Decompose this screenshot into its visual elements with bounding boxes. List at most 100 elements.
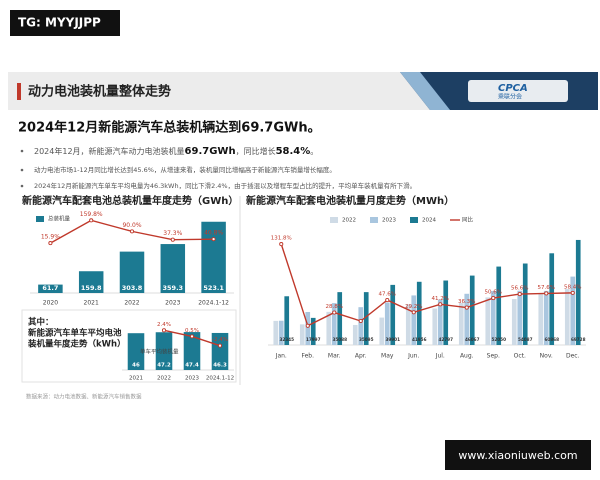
line-marker bbox=[279, 242, 284, 247]
bar bbox=[570, 276, 576, 345]
x-tick-label: 2021 bbox=[84, 300, 99, 307]
legend-label: 总装机量 bbox=[48, 215, 71, 223]
line-label: 57.6% bbox=[538, 285, 555, 291]
line-label: -2.4% bbox=[212, 337, 228, 343]
x-tick-label: Sep. bbox=[487, 353, 500, 360]
bar-label: 46067 bbox=[465, 337, 480, 342]
bar bbox=[201, 221, 226, 293]
bar bbox=[390, 284, 396, 345]
line-marker bbox=[438, 302, 443, 307]
bar bbox=[278, 320, 284, 345]
x-tick-label: 2023 bbox=[165, 300, 180, 307]
bar-label: 47.4 bbox=[185, 363, 199, 369]
bar bbox=[485, 297, 491, 345]
bar-label: 35095 bbox=[359, 337, 374, 342]
bar bbox=[464, 293, 470, 345]
line-label: 47.6% bbox=[379, 292, 396, 298]
x-tick-label: 2023 bbox=[185, 376, 199, 382]
x-tick-label: May bbox=[381, 353, 394, 360]
logo-sub: 乘联分会 bbox=[498, 93, 522, 101]
bar bbox=[437, 299, 443, 345]
line-label: 2.4% bbox=[157, 322, 171, 328]
bar bbox=[299, 324, 305, 345]
bar bbox=[337, 292, 343, 345]
bullet-emphasis: 69.7GWh bbox=[185, 146, 236, 157]
x-tick-label: Mar. bbox=[328, 353, 341, 360]
line-label: 29.2% bbox=[405, 304, 422, 310]
x-tick-label: Jan. bbox=[275, 353, 287, 360]
header-stripe bbox=[400, 72, 450, 110]
bullet: 2024年12月新能源汽车单车平均电量为46.3kWh，同比下滑2.4%，由于插… bbox=[34, 181, 416, 190]
x-tick-label: Feb. bbox=[301, 353, 314, 360]
source: 数据来源：动力电池数据、新能源汽车销售数据 bbox=[26, 393, 142, 401]
bar bbox=[564, 289, 570, 345]
line-label: 37.3% bbox=[163, 230, 182, 237]
legend-label: 同比 bbox=[462, 216, 474, 224]
line-marker bbox=[211, 237, 216, 242]
bullet-dot bbox=[20, 168, 24, 172]
x-tick-label: Jun. bbox=[407, 353, 419, 360]
line-marker bbox=[217, 343, 223, 348]
bullet-emphasis: 58.4% bbox=[276, 146, 311, 157]
tag-box bbox=[10, 10, 120, 36]
x-tick-label: 2022 bbox=[157, 376, 171, 382]
bar bbox=[432, 308, 438, 345]
line-marker bbox=[491, 296, 496, 301]
logo-box bbox=[468, 80, 568, 102]
legend-label: 单车平均装机量 bbox=[140, 348, 179, 356]
bar-label: 41956 bbox=[412, 337, 427, 342]
line-label: 36.3% bbox=[458, 299, 475, 305]
chart-title: 新能源汽车配套电池装机量月度走势（MWh） bbox=[246, 194, 454, 207]
line-label: 41.2% bbox=[432, 296, 449, 302]
bar bbox=[78, 271, 104, 293]
chart-title: 新能源汽车配套电池总装机量年度走势（GWh） bbox=[22, 194, 238, 207]
legend-label: 2023 bbox=[382, 218, 396, 224]
bar bbox=[38, 284, 63, 293]
bar bbox=[363, 292, 369, 345]
bar bbox=[284, 296, 290, 345]
bar-label: 39901 bbox=[385, 337, 400, 342]
line-label: 90.0% bbox=[122, 222, 141, 229]
x-tick-label: Aug. bbox=[460, 353, 474, 360]
line-marker bbox=[332, 310, 337, 315]
bar-label: 60868 bbox=[544, 337, 559, 342]
bar bbox=[496, 266, 502, 345]
bar-label: 359.3 bbox=[163, 284, 184, 292]
bar bbox=[211, 332, 229, 370]
watermark-box bbox=[445, 440, 591, 470]
line-marker bbox=[570, 290, 575, 295]
line-label: 15.9% bbox=[41, 234, 60, 241]
x-tick-label: Oct. bbox=[514, 353, 526, 360]
bar bbox=[405, 304, 411, 345]
line-marker bbox=[411, 310, 416, 315]
bullet: 2024年12月，新能源汽车动力电池装机量69.7GWh，同比增长58.4%。 bbox=[34, 146, 318, 158]
line-label: 159.8% bbox=[80, 211, 103, 218]
line-label: 58.4% bbox=[564, 284, 581, 290]
bar bbox=[379, 317, 385, 345]
bar bbox=[411, 295, 417, 345]
bar bbox=[331, 303, 337, 345]
bar bbox=[538, 293, 544, 345]
bar-label: 32345 bbox=[279, 337, 294, 342]
bar bbox=[326, 311, 332, 345]
bar bbox=[160, 244, 186, 293]
legend-label: 2024 bbox=[422, 218, 436, 224]
bar-label: 46 bbox=[132, 363, 140, 369]
legend-swatch bbox=[36, 216, 44, 222]
bullet-text: ，同比增长 bbox=[236, 146, 276, 156]
chart-title: 其中： bbox=[28, 317, 54, 328]
bar bbox=[352, 324, 358, 345]
bar bbox=[458, 302, 464, 345]
bar bbox=[522, 263, 528, 345]
line-marker bbox=[189, 334, 195, 339]
x-tick-label: 2024.1-12 bbox=[198, 300, 229, 307]
x-tick-label: Dec. bbox=[566, 353, 580, 360]
bar-label: 42797 bbox=[438, 337, 453, 342]
x-tick-label: 2021 bbox=[129, 376, 143, 382]
line-marker bbox=[48, 241, 53, 246]
x-tick-label: 2024.1-12 bbox=[206, 376, 234, 382]
chart-title: 新能源汽车单车平均电池 bbox=[28, 328, 122, 339]
line-label: 40.8% bbox=[204, 230, 223, 237]
bullet-dot bbox=[20, 184, 24, 188]
